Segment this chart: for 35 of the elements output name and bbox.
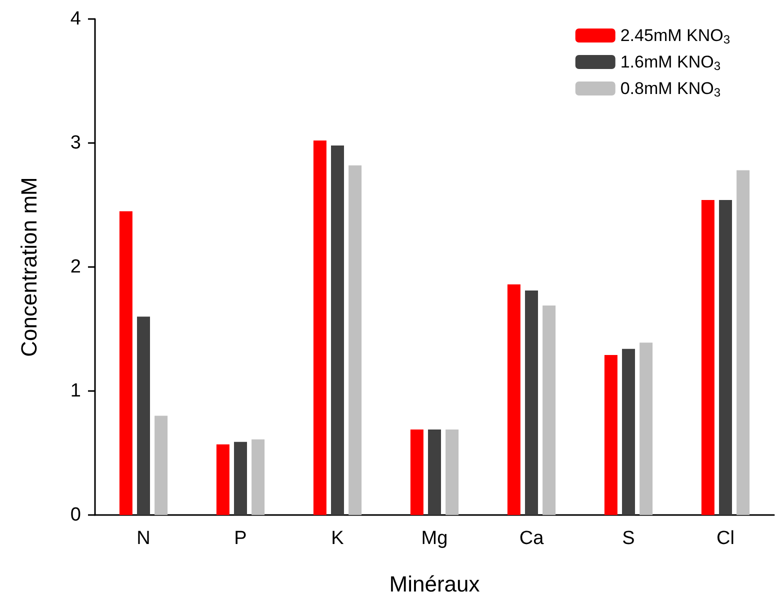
y-tick-label: 4 — [70, 8, 82, 30]
y-tick-label: 2 — [70, 256, 81, 278]
y-tick-label: 0 — [70, 504, 81, 526]
y-tick-label: 3 — [70, 132, 81, 154]
bar — [137, 316, 150, 515]
bar — [410, 429, 424, 515]
bar — [446, 429, 459, 515]
bar — [507, 284, 520, 515]
bar — [525, 290, 538, 515]
bar — [428, 429, 441, 515]
y-axis-title: Concentration mM — [16, 177, 42, 357]
x-tick-label: K — [331, 528, 344, 549]
x-axis-title: Minéraux — [389, 572, 480, 596]
bar — [348, 165, 362, 515]
bar — [701, 200, 714, 515]
bar — [622, 348, 635, 515]
bar — [119, 211, 132, 515]
bar — [154, 416, 168, 515]
bar — [234, 442, 247, 515]
x-tick-label: Ca — [519, 528, 544, 549]
bar — [719, 200, 732, 515]
x-tick-label: P — [234, 528, 247, 549]
bar — [331, 145, 344, 515]
bar — [604, 355, 618, 515]
bar — [736, 170, 750, 515]
y-tick-label: 1 — [70, 380, 81, 402]
x-tick-label: Mg — [421, 528, 448, 549]
bar — [216, 444, 230, 515]
bar — [542, 305, 556, 515]
x-tick-label: S — [622, 528, 635, 549]
x-tick-label: Cl — [716, 528, 734, 549]
bar — [252, 439, 265, 515]
bar — [313, 140, 326, 515]
bar — [640, 342, 653, 515]
x-tick-label: N — [136, 528, 150, 549]
